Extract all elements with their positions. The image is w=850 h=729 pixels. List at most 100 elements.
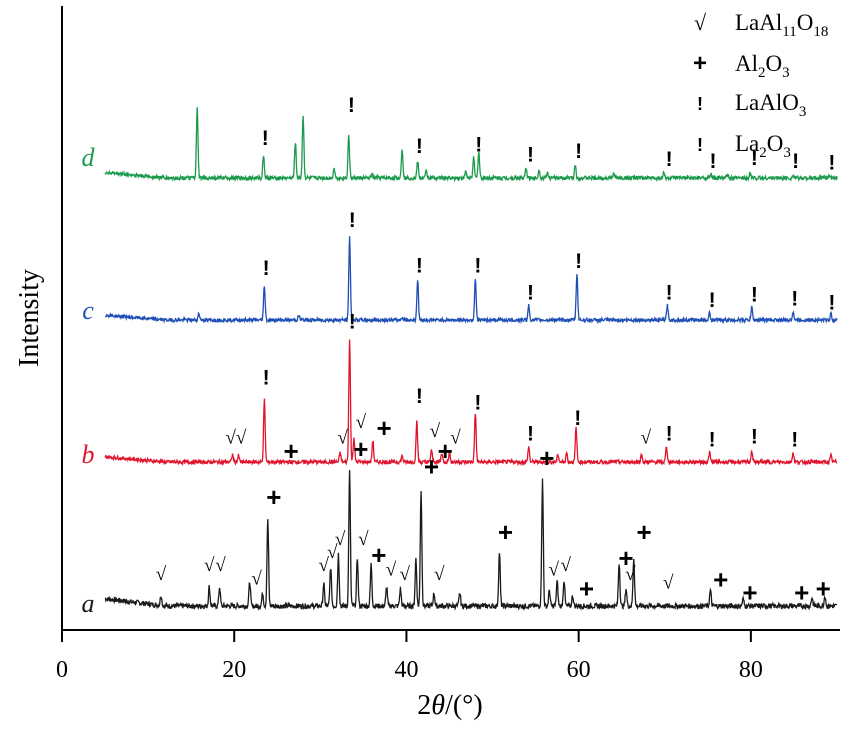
legend-label-0: LaAl11O18	[735, 10, 828, 40]
legend-label-2: LaAlO3	[735, 90, 806, 120]
series-c-label: c	[82, 296, 94, 325]
perovskite-marker: !	[574, 407, 581, 430]
perovskite-marker: !	[263, 367, 270, 390]
laal11o18-marker: √	[204, 555, 215, 576]
x-axis-label-unit: /(°)	[445, 690, 483, 721]
legend-label-3: La2O3	[735, 131, 791, 161]
legend-marker-2: !	[697, 94, 703, 114]
perovskite-marker: !	[263, 257, 270, 280]
series-a-line	[104, 469, 837, 612]
laal11o18-marker: √	[156, 564, 167, 585]
laal11o18-marker: √	[236, 427, 247, 448]
perovskite-marker: !	[527, 282, 534, 305]
laal11o18-marker: √	[641, 427, 652, 448]
x-axis-label-theta: θ	[431, 690, 445, 721]
series-c-line	[104, 236, 838, 325]
legend-sub2: 18	[813, 24, 828, 40]
perovskite-marker: !	[792, 150, 799, 173]
legend: √ LaAl11O18+ Al2O3! LaAlO3! La2O3	[693, 10, 828, 161]
laal11o18-marker: √	[625, 564, 636, 585]
legend-name: LaAlO	[735, 90, 799, 115]
al2o3-marker: +	[438, 436, 453, 466]
perovskite-marker: !	[575, 250, 582, 273]
legend-name2: O	[766, 51, 783, 76]
laal11o18-marker: √	[399, 564, 410, 585]
perovskite-marker: !	[751, 283, 758, 306]
series-b-label: b	[82, 440, 95, 469]
x-tick-label: 60	[567, 657, 591, 683]
marker-layer: √ √ √√+√√√+√+ √ √+√++√ √++√+√ + + + +√ √!+ √!√ +!√+√…	[156, 94, 836, 608]
legend-sub: 3	[799, 104, 807, 120]
legend-name: La	[735, 131, 759, 156]
perovskite-marker: !	[474, 254, 481, 277]
x-axis-label-main: 2	[417, 690, 431, 721]
laal11o18-marker: √	[319, 555, 330, 576]
legend-sub2: 3	[783, 145, 791, 161]
legend-sub: 2	[759, 145, 767, 161]
laal11o18-marker: √	[327, 542, 338, 563]
series-d-line	[104, 107, 838, 183]
perovskite-marker: !	[416, 135, 423, 158]
laal11o18-marker: √	[226, 427, 237, 448]
al2o3-marker: +	[353, 434, 368, 464]
laal11o18-marker: √	[356, 412, 367, 433]
series-a-label: a	[82, 589, 95, 618]
perovskite-marker: !	[416, 385, 423, 408]
x-tick-label: 40	[394, 657, 418, 683]
al2o3-marker: +	[539, 443, 554, 473]
x-tick-label: 20	[222, 657, 246, 683]
perovskite-marker: !	[348, 94, 355, 117]
perovskite-marker: !	[709, 429, 716, 452]
al2o3-marker: +	[742, 578, 757, 608]
al2o3-marker: +	[266, 482, 281, 512]
perovskite-marker: !	[791, 429, 798, 452]
perovskite-marker: !	[751, 425, 758, 448]
perovskite-marker: !	[791, 288, 798, 311]
series-layer: a b c d	[82, 107, 838, 618]
legend-sub: 2	[758, 65, 766, 81]
perovskite-marker: !	[828, 292, 835, 315]
al2o3-marker: +	[371, 540, 386, 570]
x-axis-label: 2θ/(°)	[417, 690, 482, 721]
axes: 0 20 40 60 80	[56, 6, 840, 683]
x-tick-label: 80	[739, 657, 763, 683]
perovskite-marker: !	[751, 147, 758, 170]
x-tick-label: 0	[56, 657, 68, 683]
legend-marker-3: !	[697, 135, 703, 155]
laal11o18-marker: √	[548, 560, 559, 581]
laal11o18-marker: √	[251, 568, 262, 589]
legend-name: LaAl	[735, 10, 782, 35]
al2o3-marker: +	[816, 573, 831, 603]
perovskite-marker: !	[527, 144, 534, 167]
y-axis-label: Intensity	[14, 269, 45, 367]
perovskite-marker: !	[575, 140, 582, 163]
laal11o18-marker: √	[337, 427, 348, 448]
al2o3-marker: +	[713, 565, 728, 595]
legend-marker-1: +	[693, 50, 707, 77]
laal11o18-marker: √	[386, 560, 397, 581]
perovskite-marker: !	[262, 127, 269, 150]
legend-name2: O	[797, 10, 814, 35]
perovskite-marker: !	[709, 289, 716, 312]
perovskite-marker: !	[527, 422, 534, 445]
legend-label-1: Al2O3	[735, 51, 790, 81]
laal11o18-marker: √	[450, 427, 461, 448]
al2o3-marker: +	[637, 517, 652, 547]
perovskite-marker: !	[666, 282, 673, 305]
laal11o18-marker: √	[561, 555, 572, 576]
legend-name: Al	[735, 51, 758, 76]
al2o3-marker: +	[498, 517, 513, 547]
al2o3-marker: +	[424, 452, 439, 482]
al2o3-marker: +	[579, 573, 594, 603]
perovskite-marker: !	[709, 150, 716, 173]
perovskite-marker: !	[666, 422, 673, 445]
perovskite-marker: !	[349, 209, 356, 232]
laal11o18-marker: √	[663, 573, 674, 594]
series-d-label: d	[82, 143, 96, 172]
al2o3-marker: +	[376, 413, 391, 443]
laal11o18-marker: √	[335, 529, 346, 550]
perovskite-marker: !	[666, 148, 673, 171]
legend-sub: 11	[782, 24, 796, 40]
perovskite-marker: !	[474, 391, 481, 414]
